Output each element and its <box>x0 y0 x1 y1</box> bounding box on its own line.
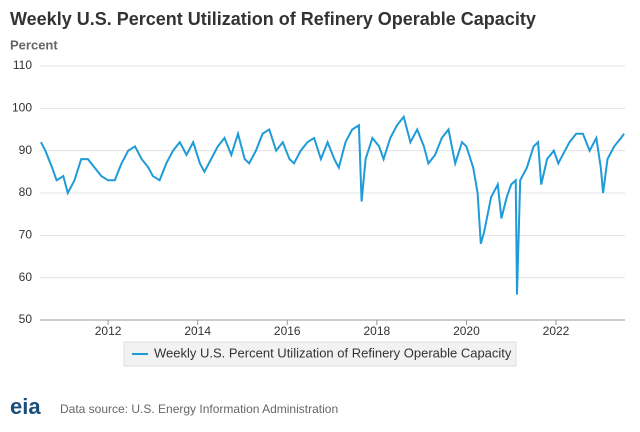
legend-box <box>123 341 517 367</box>
x-tick-label: 2018 <box>363 324 390 338</box>
x-tick-label: 2022 <box>543 324 570 338</box>
y-tick-label: 70 <box>19 228 33 242</box>
y-tick-label: 100 <box>12 101 32 115</box>
x-tick-label: 2012 <box>95 324 122 338</box>
y-tick-label: 110 <box>13 58 32 72</box>
y-tick-label: 90 <box>19 143 33 157</box>
line-series <box>40 114 625 295</box>
y-tick-label: 50 <box>19 312 33 326</box>
source: Data source: U.S. Energy Information Adm… <box>60 402 338 416</box>
y-tick-label: 80 <box>19 185 33 199</box>
legend-label: Weekly U.S. Percent Utilization of Refin… <box>154 345 512 360</box>
logo: eia <box>10 394 41 419</box>
y-tick-label: 60 <box>19 270 33 284</box>
chart-title: Weekly U.S. Percent Utilization of Refin… <box>10 9 536 29</box>
y-axis-label: Percent <box>10 37 58 52</box>
x-tick-label: 2020 <box>453 324 480 338</box>
x-tick-label: 2016 <box>274 324 301 338</box>
x-tick-label: 2014 <box>184 324 211 338</box>
